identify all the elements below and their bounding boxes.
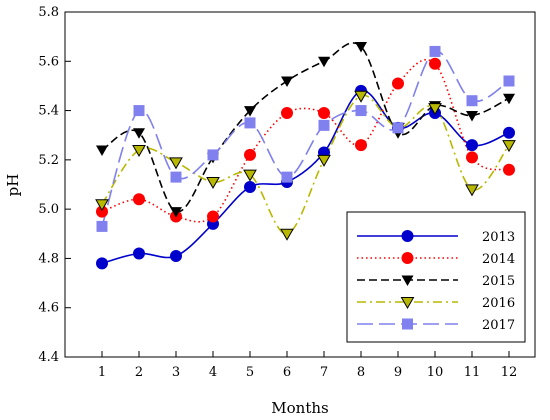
data-point-2016	[206, 177, 220, 190]
data-point-2015	[281, 76, 293, 87]
data-point-2017	[318, 119, 330, 131]
y-tick-label: 5.8	[38, 5, 59, 20]
legend-label-2013: 2013	[482, 230, 515, 245]
legend: 2013 2014 2015 2016 2017	[346, 211, 526, 343]
data-point-2014	[244, 148, 256, 161]
data-point-2014	[318, 107, 330, 120]
data-point-2013	[96, 257, 108, 270]
data-point-2017	[207, 149, 219, 161]
y-tick-label: 5.0	[38, 202, 59, 217]
series-markers	[95, 42, 516, 270]
data-point-2015	[318, 56, 330, 68]
data-point-2016	[465, 184, 479, 197]
legend-marker-2016	[400, 297, 415, 310]
data-point-2015	[133, 128, 145, 139]
data-point-2017	[355, 105, 367, 117]
data-point-2014	[355, 139, 367, 152]
data-point-2017	[244, 117, 256, 129]
y-tick-label: 5.2	[38, 153, 59, 168]
data-point-2014	[429, 57, 441, 70]
x-tick-label: 10	[427, 365, 444, 380]
x-tick-label: 7	[320, 365, 328, 380]
y-tick-label: 5.6	[38, 54, 59, 69]
x-axis-label: Months	[271, 399, 328, 417]
data-point-2014	[96, 205, 108, 218]
x-tick-label: 1	[98, 365, 106, 380]
y-axis-label: pH	[4, 174, 22, 197]
x-tick-label: 2	[135, 365, 143, 380]
data-point-2014	[392, 77, 404, 90]
legend-label-2017: 2017	[482, 318, 515, 333]
data-point-2017	[170, 171, 182, 183]
data-point-2015	[96, 145, 108, 156]
series-line-2015	[101, 42, 510, 213]
data-point-2016	[502, 140, 516, 153]
data-point-2014	[281, 107, 293, 120]
data-point-2014	[466, 151, 478, 164]
legend-label-2016: 2016	[482, 296, 515, 311]
x-tick-label: 9	[394, 365, 402, 380]
legend-label-2015: 2015	[482, 274, 515, 289]
data-point-2014	[133, 193, 145, 206]
data-point-2016	[280, 228, 294, 241]
data-point-2013	[466, 139, 478, 152]
x-axis: 1 2 3 4 5 6 7 8 9 10 11 12	[98, 351, 517, 380]
data-point-2015	[503, 93, 515, 105]
data-point-2015	[170, 207, 182, 218]
legend-marker-2015	[401, 275, 414, 286]
y-tick-label: 4.6	[38, 301, 59, 316]
data-point-2017	[429, 45, 441, 57]
x-tick-label: 11	[464, 365, 481, 380]
data-point-2016	[95, 199, 109, 212]
data-point-2014	[503, 163, 515, 176]
legend-marker-2017	[402, 318, 413, 330]
y-tick-label: 4.4	[38, 350, 59, 365]
series-line-2014	[101, 58, 510, 223]
x-tick-label: 4	[209, 365, 217, 380]
data-point-2017	[466, 95, 478, 107]
data-point-2016	[317, 154, 331, 167]
data-point-2014	[207, 210, 219, 223]
data-point-2017	[96, 220, 108, 232]
legend-label-2014: 2014	[482, 252, 515, 267]
data-point-2015	[466, 111, 478, 122]
legend-box	[346, 211, 526, 343]
series-line-2017	[101, 50, 510, 227]
plot-frame	[64, 11, 536, 358]
y-tick-label: 5.4	[38, 104, 59, 119]
data-point-2013	[133, 247, 145, 260]
x-tick-label: 3	[172, 365, 180, 380]
data-point-2016	[243, 169, 257, 182]
data-point-2013	[244, 180, 256, 193]
y-tick-label: 4.8	[38, 251, 59, 266]
data-point-2016	[169, 157, 183, 170]
legend-marker-2013	[401, 230, 414, 242]
data-point-2016	[354, 90, 368, 103]
x-tick-label: 8	[357, 365, 365, 380]
x-tick-label: 12	[501, 365, 518, 380]
data-point-2017	[281, 171, 293, 183]
data-point-2013	[170, 249, 182, 262]
x-tick-label: 5	[246, 365, 254, 380]
data-point-2015	[355, 42, 367, 53]
data-point-2017	[392, 122, 404, 134]
data-point-2013	[503, 126, 515, 139]
data-point-2017	[503, 75, 515, 87]
legend-marker-2014	[401, 252, 414, 264]
y-axis: 4.4 4.6 4.8 5.0 5.2 5.4 5.6 5.8	[38, 5, 71, 365]
data-point-2017	[133, 105, 145, 117]
data-point-2015	[244, 106, 256, 117]
x-tick-label: 6	[283, 365, 291, 380]
data-point-2016	[132, 145, 146, 158]
data-point-2016	[428, 103, 442, 116]
